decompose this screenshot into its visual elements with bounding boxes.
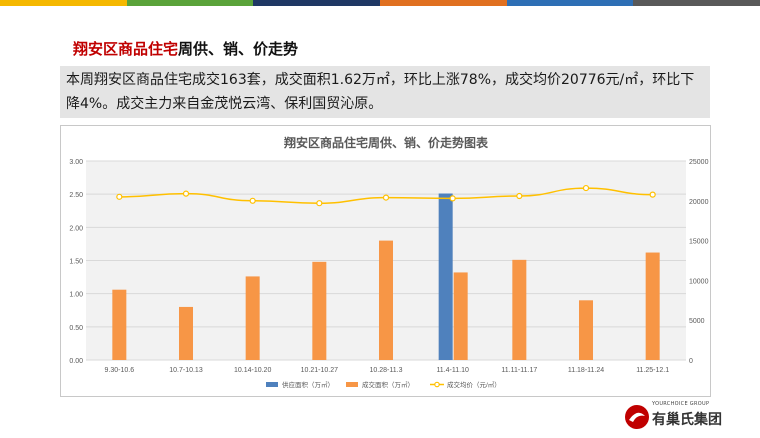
- logo-text: 有巢氏集团: [652, 412, 722, 428]
- top-color-bar: [0, 0, 760, 6]
- left-axis-tick-label: 1.00: [69, 292, 83, 299]
- avg-price-point: [249, 197, 256, 204]
- top-bar-segment: [633, 0, 760, 6]
- avg-price-point: [516, 192, 523, 200]
- top-bar-segment: [506, 0, 634, 6]
- chart-svg: 翔安区商品住宅周供、销、价走势图表 0.00 0.50 1.00 1.50 2.00 2.…: [69, 135, 709, 389]
- company-logo: YOURCHOICE GROUP 有巢氏集团: [624, 400, 744, 432]
- avg-price-point: [316, 200, 323, 207]
- x-axis-tick-label: 10.21-10.27: [301, 367, 338, 374]
- legend-label: 供应面积（万㎡）: [282, 380, 334, 389]
- x-axis-tick-label: 10.28-11.3: [370, 367, 403, 374]
- right-axis-tick-label: 15000: [689, 239, 709, 246]
- deal-area-bar: [245, 276, 260, 360]
- legend-swatch-marker: [434, 381, 440, 388]
- left-axis-tick-label: 2.00: [69, 225, 83, 232]
- logo-mark-icon: [625, 405, 649, 429]
- avg-price-point: [582, 184, 590, 192]
- deal-area-bar: [179, 306, 193, 360]
- heading-rest: 周供、销、价走势: [178, 40, 299, 58]
- deal-area-bar: [112, 289, 127, 360]
- left-axis-tick-label: 0.00: [69, 358, 83, 365]
- deal-area-bar: [453, 272, 468, 360]
- deal-area-bar: [379, 240, 393, 360]
- x-axis-tick-label: 11.25-12.1: [636, 367, 669, 374]
- avg-price-point: [449, 195, 456, 202]
- left-axis-tick-label: 2.50: [69, 192, 83, 199]
- x-axis-tick-label: 9.30-10.6: [105, 367, 135, 374]
- summary-text: 本周翔安区商品住宅成交163套，成交面积1.62万㎡，环比上涨78%，成交均价2…: [66, 72, 695, 112]
- avg-price-point: [649, 191, 656, 198]
- top-bar-segment: [253, 0, 381, 6]
- avg-price-point: [382, 194, 390, 201]
- page-heading: 翔安区商品住宅周供、销、价走势: [73, 38, 298, 59]
- heading-highlight: 翔安区商品住宅: [73, 40, 179, 58]
- top-bar-segment: [380, 0, 507, 6]
- legend-label: 成交均价（元/㎡）: [447, 380, 501, 389]
- right-axis-tick-label: 25000: [689, 159, 709, 166]
- logo-subtext: YOURCHOICE GROUP: [652, 401, 710, 407]
- chart-title: 翔安区商品住宅周供、销、价走势图表: [283, 135, 489, 150]
- deal-area-bar: [645, 252, 660, 360]
- deal-area-bar: [579, 300, 593, 360]
- left-axis-tick-label: 0.50: [69, 325, 83, 332]
- right-axis-tick-label: 10000: [689, 278, 709, 285]
- x-axis-tick-label: 11.11-11.17: [501, 367, 537, 374]
- x-axis-tick-label: 11.18-11.24: [568, 367, 604, 374]
- right-axis-tick-label: 20000: [689, 199, 709, 206]
- right-axis-tick-label: 5000: [689, 318, 705, 325]
- avg-price-point: [116, 193, 123, 200]
- x-axis-tick-label: 11.4-11.10: [436, 367, 469, 374]
- deal-area-bar: [512, 259, 527, 360]
- right-axis-tick-label: 0: [689, 358, 693, 365]
- avg-price-point: [182, 190, 190, 197]
- legend-swatch: [346, 382, 358, 387]
- left-axis-tick-label: 3.00: [69, 159, 83, 166]
- x-axis-tick-label: 10.14-10.20: [234, 367, 271, 374]
- supply-area-bar: [438, 193, 453, 360]
- legend-label: 成交面积（万㎡）: [362, 380, 414, 389]
- chart-frame: 翔安区商品住宅周供、销、价走势图表 0.00 0.50 1.00 1.50 2.00 2.…: [60, 125, 711, 397]
- deal-area-bar: [312, 261, 327, 360]
- x-axis-tick-label: 10.7-10.13: [169, 367, 203, 374]
- summary-box: 本周翔安区商品住宅成交163套，成交面积1.62万㎡，环比上涨78%，成交均价2…: [60, 66, 710, 118]
- top-bar-segment: [0, 0, 127, 6]
- legend-swatch: [266, 382, 278, 387]
- left-axis-tick-label: 1.50: [69, 259, 83, 266]
- top-bar-segment: [126, 0, 254, 6]
